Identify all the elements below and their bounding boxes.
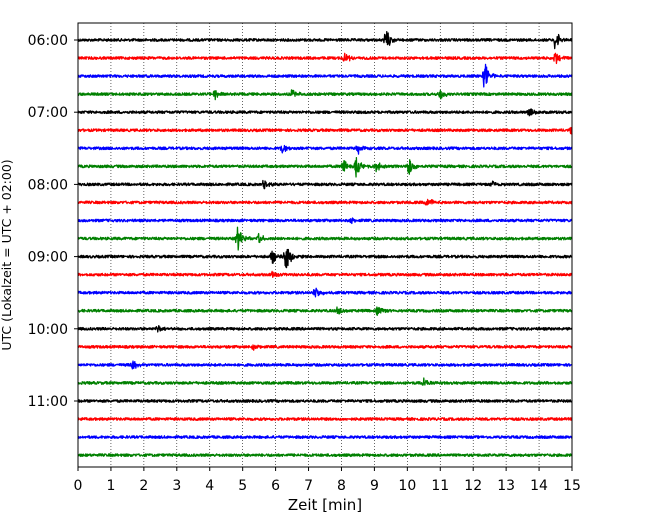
trace-08:30 bbox=[77, 217, 573, 225]
x-tick-label: 1 bbox=[106, 478, 115, 494]
x-tick-label: 4 bbox=[205, 478, 214, 494]
trace-10:45 bbox=[77, 377, 573, 386]
seismogram-traces bbox=[77, 30, 573, 458]
trace-10:15 bbox=[77, 344, 573, 351]
x-axis-ticks: 0 1 2 3 4 5 6 7 8 9 10 11 12 13 14 15 bbox=[74, 467, 581, 494]
trace-10:00 bbox=[77, 324, 573, 333]
x-tick-label: 15 bbox=[563, 478, 581, 494]
trace-06:15 bbox=[77, 52, 573, 65]
trace-08:00 bbox=[77, 179, 573, 190]
y-tick-label: 06:00 bbox=[28, 33, 68, 49]
trace-07:30 bbox=[77, 144, 573, 155]
trace-08:45 bbox=[77, 226, 573, 251]
trace-07:00 bbox=[77, 108, 573, 117]
y-tick-label: 11:00 bbox=[28, 394, 68, 410]
x-tick-label: 3 bbox=[172, 478, 181, 494]
x-tick-label: 9 bbox=[370, 478, 379, 494]
x-tick-label: 8 bbox=[337, 478, 346, 494]
trace-11:45 bbox=[77, 453, 573, 458]
x-tick-label: 10 bbox=[398, 478, 416, 494]
plot-frame bbox=[77, 22, 573, 468]
trace-06:30 bbox=[77, 63, 573, 88]
y-axis-ticks: 06:00 07:00 08:00 09:00 10:00 11:00 bbox=[28, 33, 78, 410]
trace-09:15 bbox=[77, 270, 573, 279]
trace-09:00 bbox=[77, 248, 573, 269]
x-tick-label: 7 bbox=[304, 478, 313, 494]
x-tick-label: 6 bbox=[271, 478, 280, 494]
trace-08:15 bbox=[77, 198, 573, 206]
trace-09:30 bbox=[77, 287, 573, 298]
x-tick-label: 11 bbox=[431, 478, 449, 494]
y-axis-label: UTC (Lokalzeit = UTC + 02:00) bbox=[0, 159, 14, 350]
x-axis-label: Zeit [min] bbox=[288, 496, 362, 514]
trace-07:45 bbox=[77, 156, 573, 178]
y-tick-label: 10:00 bbox=[28, 322, 68, 338]
x-tick-label: 5 bbox=[238, 478, 247, 494]
trace-11:15 bbox=[77, 417, 573, 421]
y-tick-label: 07:00 bbox=[28, 105, 68, 121]
x-tick-label: 2 bbox=[139, 478, 148, 494]
x-tick-label: 13 bbox=[497, 478, 515, 494]
trace-07:15 bbox=[77, 126, 573, 135]
y-tick-label: 08:00 bbox=[28, 177, 68, 193]
trace-11:00 bbox=[77, 399, 573, 403]
x-tick-label: 12 bbox=[464, 478, 482, 494]
trace-09:45 bbox=[77, 306, 573, 317]
x-tick-label: 14 bbox=[530, 478, 548, 494]
trace-06:00 bbox=[77, 30, 573, 50]
x-tick-label: 0 bbox=[74, 478, 83, 494]
trace-10:30 bbox=[77, 360, 573, 370]
trace-11:30 bbox=[77, 435, 573, 440]
trace-06:45 bbox=[77, 89, 573, 101]
y-tick-label: 09:00 bbox=[28, 250, 68, 266]
